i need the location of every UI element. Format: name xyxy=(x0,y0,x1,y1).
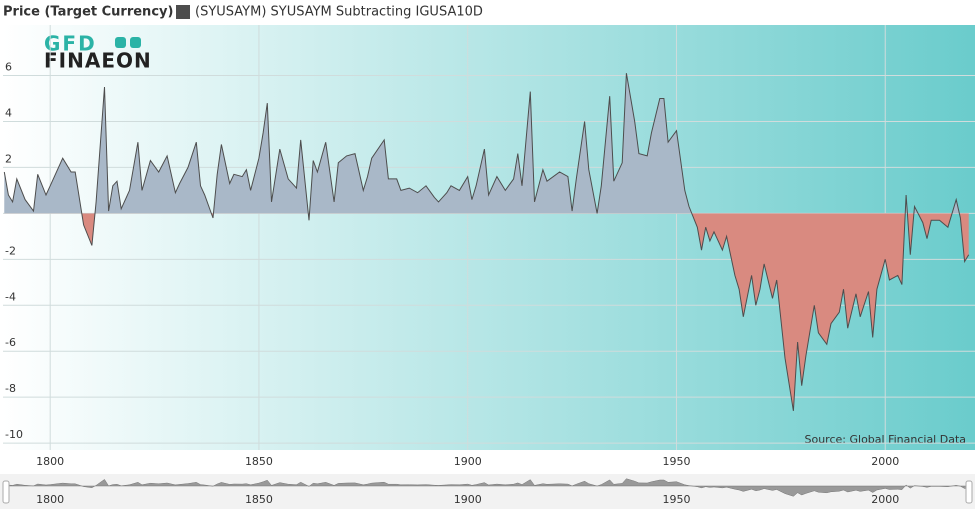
navigator-tick-label: 1900 xyxy=(454,493,482,506)
navigator-tick-label: 1850 xyxy=(245,493,273,506)
area-negative xyxy=(81,213,969,411)
axis-title: Price (Target Currency) xyxy=(3,5,173,20)
navigator-tick-label: 2000 xyxy=(871,493,899,506)
line xyxy=(3,73,970,411)
legend-swatch xyxy=(176,5,190,19)
legend-label[interactable]: (SYUSAYM) SYUSAYM Subtracting IGUSA10D xyxy=(195,5,483,20)
x-tick-label: 1900 xyxy=(454,455,482,468)
y-tick-label: 2 xyxy=(5,152,12,165)
x-tick-label: 2000 xyxy=(871,455,899,468)
x-tick-label: 1800 xyxy=(36,455,64,468)
logo-leaf xyxy=(130,37,141,48)
y-tick-label: -2 xyxy=(5,244,16,257)
y-tick-label: 6 xyxy=(5,61,12,74)
logo-top: GFD xyxy=(44,32,97,56)
navigator-handle[interactable] xyxy=(965,480,973,504)
logo-leaf xyxy=(115,37,126,48)
navigator-area xyxy=(3,478,969,497)
area-positive xyxy=(4,73,969,214)
navigator-tick-label: 1800 xyxy=(36,493,64,506)
y-tick-label: -8 xyxy=(5,382,16,395)
y-tick-label: -6 xyxy=(5,336,16,349)
navigator-handle[interactable] xyxy=(2,480,10,504)
y-tick-label: -4 xyxy=(5,290,16,303)
y-tick-label: 4 xyxy=(5,106,12,119)
navigator-tick-label: 1950 xyxy=(662,493,690,506)
y-tick-label: -10 xyxy=(5,428,23,441)
x-tick-label: 1850 xyxy=(245,455,273,468)
x-tick-label: 1950 xyxy=(662,455,690,468)
logo-bottom: FINAEON xyxy=(44,49,152,73)
